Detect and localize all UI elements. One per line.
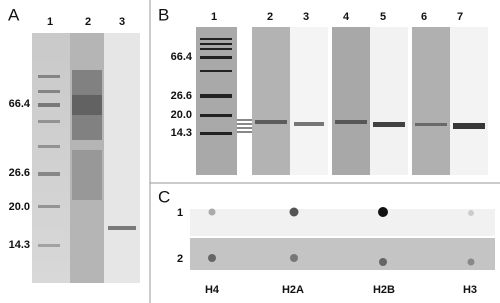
bands xyxy=(200,38,485,135)
marker-label: 26.6 xyxy=(9,167,30,179)
dots xyxy=(208,207,475,266)
gel-lane xyxy=(332,27,370,175)
lane-label: 2 xyxy=(267,11,273,23)
panel-label: B xyxy=(158,5,169,24)
column-label: H2A xyxy=(282,284,304,296)
lane-label: 3 xyxy=(303,11,309,23)
gel-lane xyxy=(196,27,237,175)
marker-label: 20.0 xyxy=(171,109,192,121)
column-label: H2B xyxy=(373,284,395,296)
panel-label: C xyxy=(158,187,170,206)
gel-lane xyxy=(104,33,140,283)
column-label: H3 xyxy=(463,284,477,296)
panel-label: A xyxy=(8,5,20,24)
column-label: H4 xyxy=(205,284,220,296)
marker-label: 66.4 xyxy=(171,51,193,63)
marker-label: 20.0 xyxy=(9,201,30,213)
row-label: 2 xyxy=(177,253,183,265)
lane-label: 5 xyxy=(380,11,386,23)
bands xyxy=(38,70,136,247)
lane-guides xyxy=(237,119,252,133)
gel-lane xyxy=(450,27,488,175)
marker-label: 26.6 xyxy=(171,90,192,102)
marker-label: 14.3 xyxy=(9,239,30,251)
panel-c: C 1 2 H4 H2A H2B H3 xyxy=(158,187,495,296)
lane-label: 1 xyxy=(211,11,217,23)
gel-lane xyxy=(290,27,328,175)
lane-label: 4 xyxy=(343,11,350,23)
panel-a: A 1 2 3 66.4 26.6 20.0 14.3 xyxy=(8,5,140,283)
gel-lane xyxy=(252,27,290,175)
lane-label: 2 xyxy=(85,16,91,28)
blot-strip xyxy=(190,209,495,236)
lane-label: 3 xyxy=(119,16,125,28)
panel-b: B 1 2 3 4 5 6 7 66.4 26.6 20.0 14.3 xyxy=(158,5,488,175)
blot-strip xyxy=(190,238,495,270)
lane-label: 7 xyxy=(457,11,463,23)
marker-label: 14.3 xyxy=(171,127,192,139)
row-label: 1 xyxy=(177,207,183,219)
marker-label: 66.4 xyxy=(9,98,31,110)
gel-lane xyxy=(370,27,408,175)
lane-label: 6 xyxy=(421,11,427,23)
gel-lane xyxy=(412,27,450,175)
lane-label: 1 xyxy=(47,16,53,28)
